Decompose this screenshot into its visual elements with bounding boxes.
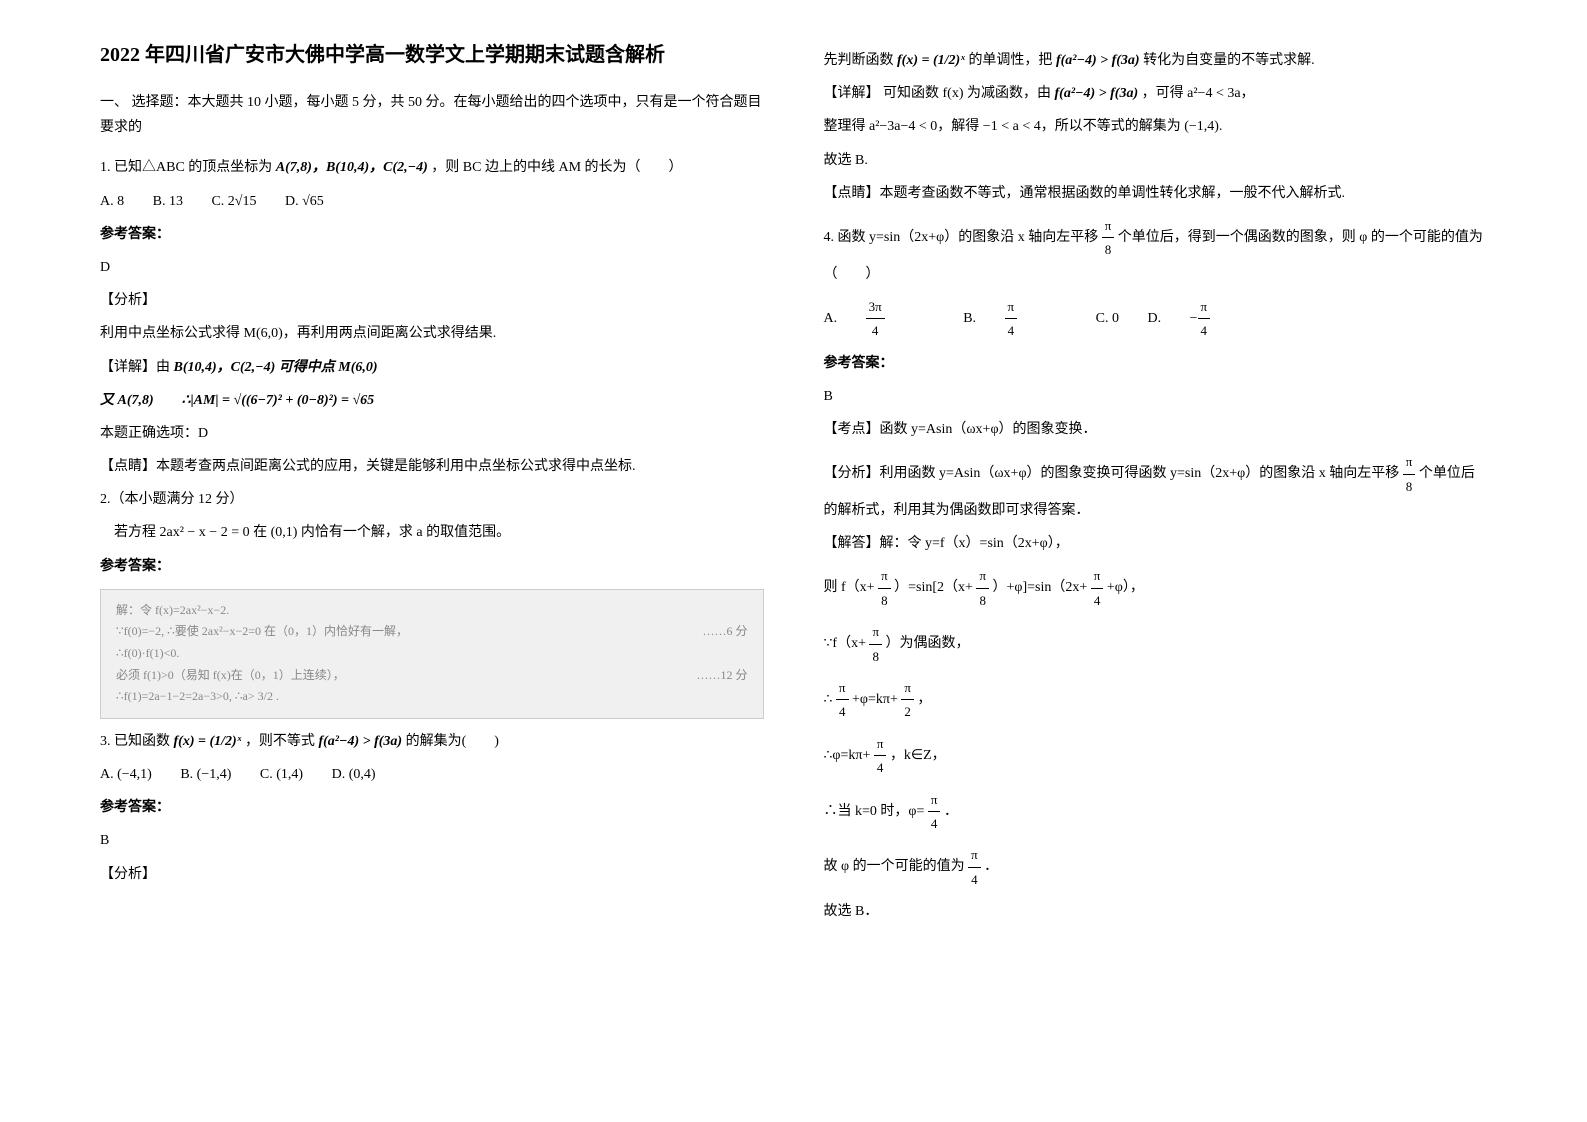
q2-answer-label: 参考答案： xyxy=(100,554,764,579)
q1-dianjing: 【点睛】本题考查两点间距离公式的应用，关键是能够利用中点坐标公式求得中点坐标. xyxy=(100,454,764,479)
right-column: 先判断函数 f(x) = (1/2)ˣ 的单调性，把 f(a²−4) > f(3… xyxy=(824,40,1488,932)
q1-answer: D xyxy=(100,255,764,280)
q1-analysis-label: 【分析】 xyxy=(100,288,764,313)
q3-cont-line3: 整理得 a²−3a−4 < 0，解得 −1 < a < 4，所以不等式的解集为 … xyxy=(824,114,1488,139)
q1-options: A. 8 B. 13 C. 2√15 D. √65 xyxy=(100,189,764,214)
q1-stem: 1. 已知△ABC 的顶点坐标为 A(7,8)，B(10,4)，C(2,−4) … xyxy=(100,155,764,180)
q3-cont-detail: 【详解】 可知函数 f(x) 为减函数，由 f(a²−4) > f(3a) ，可… xyxy=(824,81,1488,106)
q4-sol-l6: 故 φ 的一个可能的值为 π4 ． xyxy=(824,843,1488,891)
q4-sol-l1: 则 f（x+ π8 ）=sin[2（x+ π8 ）+φ]=sin（2x+ π4 … xyxy=(824,564,1488,612)
q4-answer: B xyxy=(824,384,1488,409)
q2-solution-box: 解：令 f(x)=2ax²−x−2. ∵f(0)=−2, ∴要使 2ax²−x−… xyxy=(100,589,764,719)
q4-fenxi: 【分析】利用函数 y=Asin（ωx+φ）的图象变换可得函数 y=sin（2x+… xyxy=(824,450,1488,523)
q4-sol-l5: ∴当 k=0 时，φ= π4 ． xyxy=(824,788,1488,836)
q4-sol-l3: ∴ π4 +φ=kπ+ π2 ， xyxy=(824,676,1488,724)
q3-cont-dianjing: 【点睛】本题考查函数不等式，通常根据函数的单调性转化求解，一般不代入解析式. xyxy=(824,181,1488,206)
q1-correct: 本题正确选项：D xyxy=(100,421,764,446)
q3-analysis-label: 【分析】 xyxy=(100,862,764,887)
q4-jieda: 【解答】解：令 y=f（x）=sin（2x+φ）， xyxy=(824,531,1488,556)
q3-answer: B xyxy=(100,828,764,853)
q4-sol-l4: ∴φ=kπ+ π4 ，k∈Z， xyxy=(824,732,1488,780)
q3-cont-line1: 先判断函数 f(x) = (1/2)ˣ 的单调性，把 f(a²−4) > f(3… xyxy=(824,48,1488,73)
q2-body: 若方程 2ax² − x − 2 = 0 在 (0,1) 内恰有一个解，求 a … xyxy=(100,520,764,545)
solution-box-right: ……6 分 ……12 分 xyxy=(676,600,747,708)
page-title: 2022 年四川省广安市大佛中学高一数学文上学期期末试题含解析 xyxy=(100,40,764,70)
q3-answer-label: 参考答案： xyxy=(100,795,764,820)
frac-pi-8: π8 xyxy=(1102,214,1115,262)
left-column: 2022 年四川省广安市大佛中学高一数学文上学期期末试题含解析 一、 选择题：本… xyxy=(100,40,764,932)
q4-answer-label: 参考答案： xyxy=(824,351,1488,376)
q3-options: A. (−4,1) B. (−1,4) C. (1,4) D. (0,4) xyxy=(100,762,764,787)
section-header: 一、 选择题：本大题共 10 小题，每小题 5 分，共 50 分。在每小题给出的… xyxy=(100,90,764,140)
q4-sol-l7: 故选 B． xyxy=(824,899,1488,924)
q1-detail: 【详解】由 B(10,4)，C(2,−4) 可得中点 M(6,0) xyxy=(100,355,764,380)
q1-detail2: 又 A(7,8) ∴|AM| = √((6−7)² + (0−8)²) = √6… xyxy=(100,388,764,413)
solution-box-left: 解：令 f(x)=2ax²−x−2. ∵f(0)=−2, ∴要使 2ax²−x−… xyxy=(116,600,676,708)
q3-cont-line4: 故选 B. xyxy=(824,148,1488,173)
q4-stem: 4. 函数 y=sin（2x+φ）的图象沿 x 轴向左平移 π8 个单位后，得到… xyxy=(824,214,1488,287)
q4-kaodian: 【考点】函数 y=Asin（ωx+φ）的图象变换． xyxy=(824,417,1488,442)
q1-analysis: 利用中点坐标公式求得 M(6,0)，再利用两点间距离公式求得结果. xyxy=(100,321,764,346)
q1-answer-label: 参考答案： xyxy=(100,222,764,247)
q4-options: A. 3π4 B. π4 C. 0 D. −π4 xyxy=(824,295,1488,343)
q2-stem: 2.（本小题满分 12 分） xyxy=(100,487,764,512)
q4-sol-l2: ∵f（x+ π8 ）为偶函数， xyxy=(824,620,1488,668)
q3-stem: 3. 已知函数 f(x) = (1/2)ˣ ，则不等式 f(a²−4) > f(… xyxy=(100,729,764,754)
